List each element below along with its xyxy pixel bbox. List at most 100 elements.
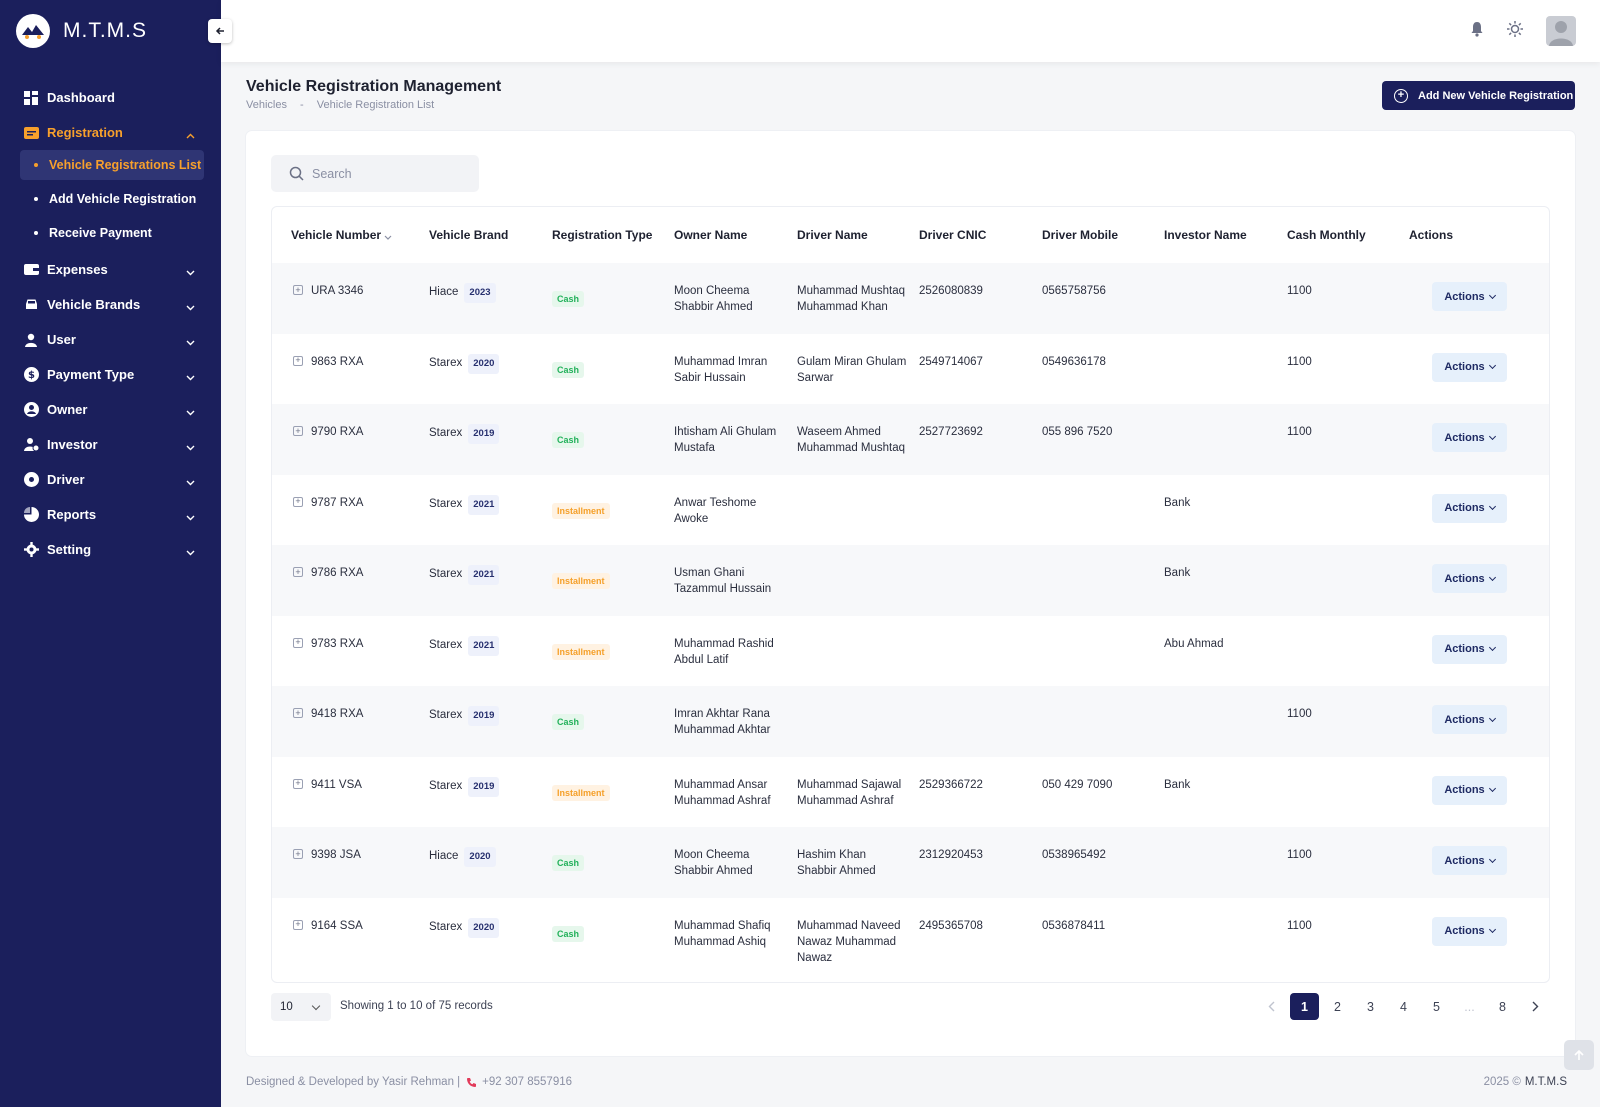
page-size-select[interactable]: 10 — [271, 993, 331, 1021]
sidebar-item-setting[interactable]: Setting — [0, 532, 221, 567]
chevron-down-icon — [1488, 714, 1496, 722]
sidebar-item-investor[interactable]: Investor — [0, 427, 221, 462]
expand-row-icon[interactable]: + — [293, 637, 303, 648]
sidebar-nav: Dashboard Registration Vehicle Registratio… — [0, 80, 221, 567]
breadcrumb-vehicles[interactable]: Vehicles — [246, 99, 287, 111]
sidebar-item-reports[interactable]: Reports — [0, 497, 221, 532]
search-input[interactable] — [312, 166, 462, 181]
sidebar-item-dashboard[interactable]: Dashboard — [0, 80, 221, 115]
owner-name-line: Awoke — [674, 512, 709, 525]
sidebar-subitem-add-vehicle-registration[interactable]: Add Vehicle Registration — [20, 184, 204, 214]
vehicle-brand: Starex 2021 — [429, 494, 500, 515]
row-actions-button[interactable]: Actions — [1432, 705, 1507, 734]
sidebar-item-vehicle-brands[interactable]: Vehicle Brands — [0, 287, 221, 322]
sidebar-item-driver[interactable]: Driver — [0, 462, 221, 497]
footer-credit: Designed & Developed by Yasir Rehman | — [246, 1076, 461, 1088]
page-button-4[interactable]: 4 — [1400, 999, 1407, 1014]
sidebar-item-label: User — [47, 332, 76, 347]
car-icon — [23, 297, 39, 313]
expand-row-icon[interactable]: + — [293, 567, 303, 577]
row-actions-button[interactable]: Actions — [1432, 282, 1507, 311]
chevron-down-icon — [186, 264, 195, 279]
table-row: +9863 RXA Starex 2020 Cash Muhammad Imran Sab… — [272, 334, 1549, 405]
row-actions-button[interactable]: Actions — [1432, 846, 1507, 875]
sidebar-item-payment-type[interactable]: $ Payment Type — [0, 357, 221, 392]
row-actions-button[interactable]: Actions — [1432, 916, 1507, 946]
footer-phone[interactable]: +92 307 8557916 — [466, 1076, 572, 1088]
table-row: +9790 RXA Starex 2019 Cash Ihtisham Ali Ghul… — [272, 404, 1549, 475]
column-header-cash-monthly: Cash Monthly — [1287, 228, 1366, 242]
copyright: 2025 © M.T.M.S — [1484, 1076, 1567, 1088]
add-vehicle-registration-button[interactable]: + Add New Vehicle Registration — [1382, 81, 1575, 110]
sidebar-subitem-receive-payment[interactable]: Receive Payment — [20, 218, 204, 248]
row-actions-button[interactable]: Actions — [1432, 634, 1507, 664]
column-header-vehicle-number[interactable]: Vehicle Number — [291, 228, 382, 242]
chevron-down-icon — [186, 439, 195, 454]
actions-label: Actions — [1444, 431, 1485, 444]
sidebar-subitem-vehicle-registrations-list[interactable]: Vehicle Registrations List — [20, 150, 204, 180]
expand-row-icon[interactable]: + — [293, 708, 303, 718]
owner-name: Moon Cheema Shabbir Ahmed — [674, 283, 753, 315]
expand-row-icon[interactable]: + — [293, 778, 303, 789]
chevron-up-icon — [186, 127, 195, 142]
page-button-2[interactable]: 2 — [1334, 999, 1341, 1014]
row-actions-button[interactable]: Actions — [1432, 352, 1507, 382]
expand-row-icon[interactable]: + — [293, 355, 303, 366]
expand-row-icon[interactable]: + — [293, 849, 303, 859]
investor-icon — [23, 437, 39, 453]
sidebar-item-owner[interactable]: Owner — [0, 392, 221, 427]
owner-name-line: Shabbir Ahmed — [674, 301, 753, 313]
page-button-5[interactable]: 5 — [1433, 999, 1440, 1014]
vehicle-number: 9164 SSA — [311, 919, 363, 932]
chevron-down-icon — [186, 474, 195, 489]
next-page-button[interactable] — [1521, 993, 1550, 1020]
expand-row-icon[interactable]: + — [293, 285, 303, 295]
page-button-3[interactable]: 3 — [1367, 999, 1374, 1014]
theme-toggle-sun-icon[interactable] — [1506, 20, 1524, 43]
sidebar-item-user[interactable]: User — [0, 322, 221, 357]
page-button-1[interactable]: 1 — [1290, 993, 1319, 1020]
avatar[interactable] — [1546, 16, 1576, 46]
bell-icon[interactable] — [1470, 21, 1484, 42]
vehicle-number: 9787 RXA — [311, 496, 364, 509]
expand-row-icon[interactable]: + — [293, 496, 303, 507]
sidebar-item-expenses[interactable]: Expenses — [0, 252, 221, 287]
search-box[interactable] — [271, 155, 479, 192]
row-actions-button[interactable]: Actions — [1432, 493, 1507, 523]
owner-name-line: Imran Akhtar Rana — [674, 708, 770, 720]
sidebar-item-registration[interactable]: Registration — [0, 115, 221, 150]
registration-type-badge: Cash — [552, 855, 585, 871]
registration-type-badge: Installment — [552, 784, 610, 801]
owner-name-line: Muhammad Ansar — [674, 778, 768, 791]
brand-name: Starex — [429, 356, 463, 369]
owner-name-line: Muhammad Shafiq — [674, 919, 771, 932]
row-actions-button[interactable]: Actions — [1432, 775, 1507, 805]
row-actions-button[interactable]: Actions — [1432, 564, 1507, 593]
expand-row-icon[interactable]: + — [293, 426, 303, 436]
owner-name: Imran Akhtar Rana Muhammad Akhtar — [674, 706, 771, 738]
driver-name: Gulam Miran Ghulam Sarwar — [797, 354, 906, 386]
copyright-brand[interactable]: M.T.M.S — [1524, 1076, 1567, 1088]
driver-name-line: Muhammad Sajawal — [797, 778, 902, 791]
actions-label: Actions — [1444, 784, 1485, 796]
scroll-to-top-button[interactable] — [1564, 1040, 1594, 1070]
registration-icon — [23, 125, 39, 141]
driver-name-line: Sarwar — [797, 371, 834, 384]
collapse-sidebar-button[interactable] — [208, 19, 232, 43]
prev-page-button[interactable] — [1257, 993, 1286, 1020]
brand-year-badge: 2019 — [468, 776, 500, 797]
owner-name-line: Abdul Latif — [674, 653, 729, 666]
owner-name: Anwar Teshome Awoke — [674, 495, 756, 527]
row-actions-button[interactable]: Actions — [1432, 423, 1507, 452]
driver-mobile: 050 429 7090 — [1042, 778, 1113, 791]
expand-row-icon[interactable]: + — [293, 919, 303, 930]
breadcrumb: Vehicles - Vehicle Registration List — [246, 99, 444, 111]
driver-name-line: Muhammad Mushtaq — [797, 442, 906, 454]
chevron-down-icon — [186, 544, 195, 559]
driver-name: Hashim Khan Shabbir Ahmed — [797, 847, 876, 879]
column-header-driver-name: Driver Name — [797, 228, 868, 242]
page-button-8[interactable]: 8 — [1499, 999, 1506, 1014]
driver-cnic: 2527723692 — [919, 426, 983, 438]
sort-chevron-icon[interactable] — [384, 229, 392, 243]
brand[interactable]: M.T.M.S — [16, 14, 147, 48]
